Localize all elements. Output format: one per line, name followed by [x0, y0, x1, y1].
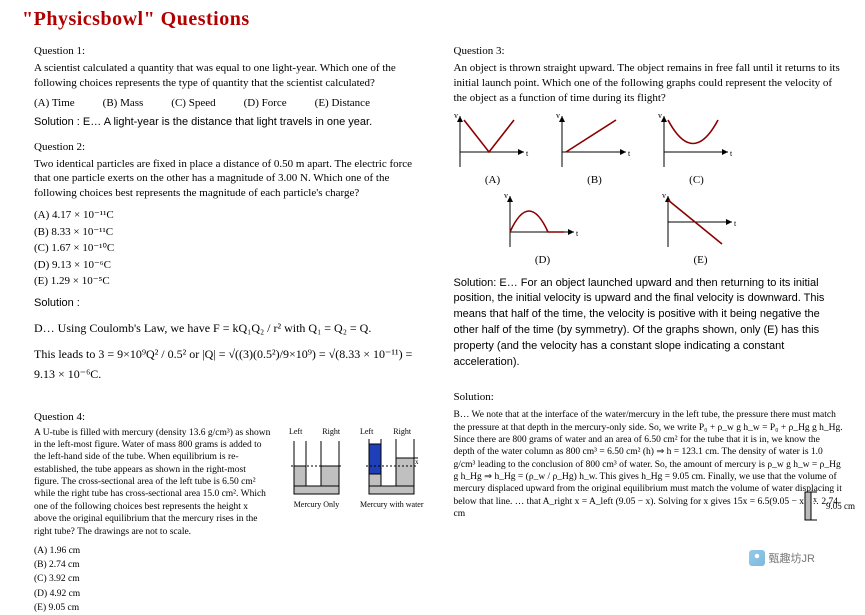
margin-value: 9.05 cm	[826, 501, 855, 511]
columns: Question 1: A scientist calculated a qua…	[0, 35, 865, 615]
q2-choice-e: (E) 1.29 × 10⁻⁵C	[34, 273, 424, 290]
svg-text:t: t	[730, 149, 733, 158]
right-column: Question 3: An object is thrown straight…	[454, 35, 844, 615]
q3-graphs-row1: t v (A) t v (B)	[454, 112, 844, 186]
q3-solution: Solution: E… For an object launched upwa…	[454, 276, 844, 372]
q3-graphs-row2: t v (D) t v (E)	[454, 192, 844, 266]
q4-choice-a: (A) 1.96 cm	[34, 544, 273, 558]
q4-figure-1: Left Right Mercury Only	[289, 427, 344, 509]
q4-number: Question 4:	[34, 411, 424, 423]
left-column: Question 1: A scientist calculated a qua…	[34, 35, 424, 615]
q4-choices: (A) 1.96 cm (B) 2.74 cm (C) 3.92 cm (D) …	[34, 544, 273, 615]
graph-e-label: (E)	[662, 254, 740, 266]
graph-d-label: (D)	[504, 254, 582, 266]
q4-sol-text: B… We note that at the interface of the …	[454, 409, 844, 520]
watermark-text: 甄趣坊JR	[769, 550, 815, 566]
utube-with-water-icon: x	[364, 436, 419, 496]
svg-text:v: v	[662, 192, 666, 200]
graph-b-label: (B)	[556, 174, 634, 186]
question-4-solution: Solution: B… We note that at the interfa…	[454, 391, 844, 520]
svg-text:v: v	[556, 112, 560, 120]
question-1: Question 1: A scientist calculated a qua…	[34, 45, 424, 131]
q2-choice-d: (D) 9.13 × 10⁻⁶C	[34, 257, 424, 274]
svg-text:t: t	[576, 229, 579, 238]
q4-choice-d: (D) 4.92 cm	[34, 587, 273, 601]
svg-text:x: x	[813, 495, 817, 504]
fig2-right-label: Right	[393, 427, 411, 436]
svg-text:t: t	[734, 219, 737, 228]
svg-text:v: v	[658, 112, 662, 120]
fig2-caption: Mercury with water	[360, 500, 424, 509]
q1-choices: (A) Time (B) Mass (C) Speed (D) Force (E…	[34, 97, 424, 109]
q2-choices: (A) 4.17 × 10⁻¹¹C (B) 8.33 × 10⁻¹¹C (C) …	[34, 207, 424, 290]
q3-text: An object is thrown straight upward. The…	[454, 61, 844, 106]
q1-choice-a: (A) Time	[34, 97, 75, 109]
graph-a-label: (A)	[454, 174, 532, 186]
svg-text:v: v	[454, 112, 458, 120]
fig1-left-label: Left	[289, 427, 302, 436]
q4-choice-b: (B) 2.74 cm	[34, 558, 273, 572]
svg-text:x: x	[415, 458, 419, 466]
question-3: Question 3: An object is thrown straight…	[454, 45, 844, 371]
q2-choice-b: (B) 8.33 × 10⁻¹¹C	[34, 224, 424, 241]
svg-text:v: v	[504, 192, 508, 200]
utube-mercury-only-icon	[289, 436, 344, 496]
q1-text: A scientist calculated a quantity that w…	[34, 61, 424, 91]
q1-choice-e: (E) Distance	[315, 97, 370, 109]
q2-solution-line1: D… Using Coulomb's Law, we have F = kQ₁Q…	[34, 318, 424, 338]
q1-choice-d: (D) Force	[244, 97, 287, 109]
margin-bracket-icon: x	[803, 488, 823, 524]
graph-b: t v (B)	[556, 112, 634, 186]
q2-choice-c: (C) 1.67 × 10⁻¹⁰C	[34, 240, 424, 257]
q2-choice-a: (A) 4.17 × 10⁻¹¹C	[34, 207, 424, 224]
q1-number: Question 1:	[34, 45, 424, 57]
q4-figure-2: LeftRight x Mercury with w	[360, 427, 424, 509]
page-title: "Physicsbowl" Questions	[0, 0, 865, 35]
q4-choice-e: (E) 9.05 cm	[34, 601, 273, 615]
fig1-right-label: Right	[322, 427, 340, 436]
right-margin-annotation: x 9.05 cm	[803, 488, 855, 524]
svg-text:t: t	[526, 149, 529, 158]
question-2: Question 2: Two identical particles are …	[34, 141, 424, 385]
q4-choice-c: (C) 3.92 cm	[34, 572, 273, 586]
graph-c: t v (C)	[658, 112, 736, 186]
graph-a: t v (A)	[454, 112, 532, 186]
svg-text:t: t	[628, 149, 631, 158]
q2-text: Two identical particles are fixed in pla…	[34, 157, 424, 202]
watermark-icon	[749, 550, 765, 566]
q4-sol-label: Solution:	[454, 391, 844, 403]
question-4: Question 4: A U-tube is filled with merc…	[34, 411, 424, 615]
q1-solution: Solution : E… A light-year is the distan…	[34, 115, 424, 131]
q1-choice-c: (C) Speed	[171, 97, 215, 109]
q3-number: Question 3:	[454, 45, 844, 57]
q2-solution-line2: This leads to 3 = 9×10⁹Q² / 0.5² or |Q| …	[34, 344, 424, 385]
graph-e: t v (E)	[662, 192, 740, 266]
graph-c-label: (C)	[658, 174, 736, 186]
q1-choice-b: (B) Mass	[103, 97, 144, 109]
graph-d: t v (D)	[504, 192, 582, 266]
q4-text: A U-tube is filled with mercury (density…	[34, 427, 273, 538]
watermark: 甄趣坊JR	[749, 550, 815, 566]
fig1-caption: Mercury Only	[289, 500, 344, 509]
fig2-left-label: Left	[360, 427, 373, 436]
q2-number: Question 2:	[34, 141, 424, 153]
q2-solution-label: Solution :	[34, 296, 424, 312]
